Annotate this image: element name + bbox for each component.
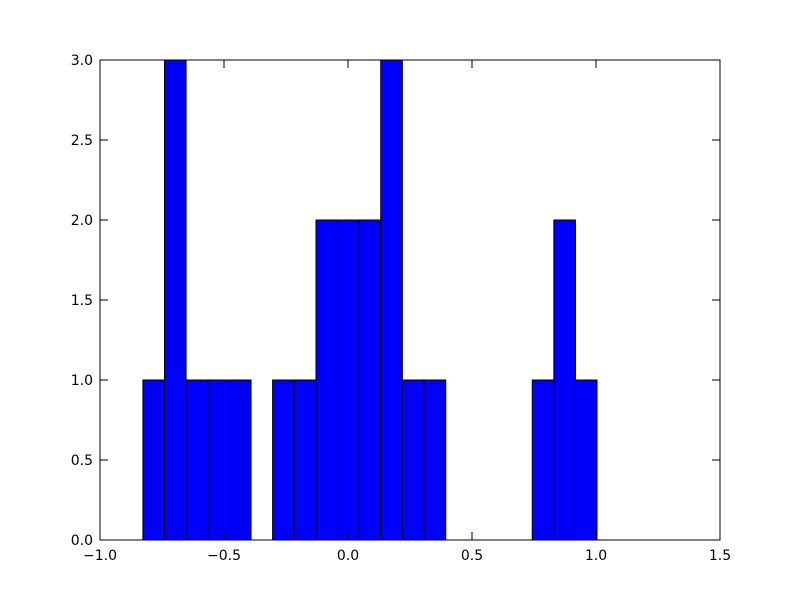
y-tick-label: 3.0 (71, 53, 93, 69)
bar (380, 59, 403, 541)
x-tick-label: 0.0 (337, 548, 359, 564)
bar (423, 379, 447, 541)
bar (185, 379, 209, 541)
bar (207, 379, 230, 541)
bar (401, 379, 425, 541)
bar (574, 379, 598, 541)
bar (358, 219, 382, 541)
bar (142, 379, 165, 541)
x-tick-label: 1.0 (585, 548, 607, 564)
y-tick-label: 2.0 (71, 213, 93, 229)
bar (293, 379, 317, 541)
bar (337, 219, 360, 541)
x-tick-label: 1.5 (709, 548, 731, 564)
bar (163, 59, 187, 541)
plot-frame (99, 59, 721, 541)
x-tick-label: 0.5 (461, 548, 483, 564)
y-tick-label: 2.5 (71, 133, 93, 149)
bar (272, 379, 295, 541)
y-tick-label: 1.5 (71, 293, 93, 309)
x-tick-label: −1.0 (83, 548, 117, 564)
bar (315, 219, 339, 541)
y-tick-label: 0.5 (71, 453, 93, 469)
bar (228, 379, 252, 541)
x-tick-label: −0.5 (207, 548, 241, 564)
y-tick-label: 0.0 (71, 533, 93, 549)
y-tick-label: 1.0 (71, 373, 93, 389)
bar (553, 219, 576, 541)
bar (531, 379, 555, 541)
